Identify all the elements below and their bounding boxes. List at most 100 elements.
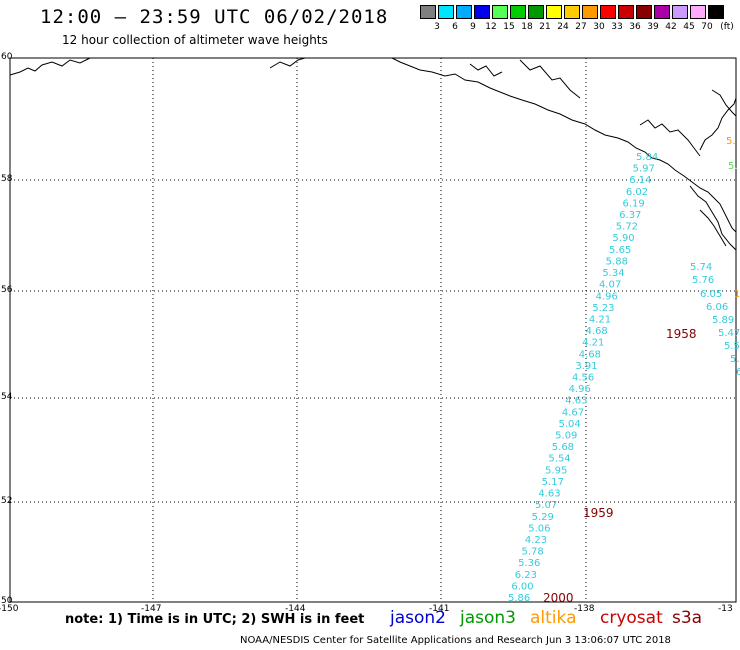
colorbar-unit: (ft) xyxy=(720,22,734,32)
wave-height-value: 5.54 xyxy=(548,454,570,465)
wave-height-value: 4.63 xyxy=(565,396,587,407)
longitude-label: -141 xyxy=(429,604,450,614)
wave-height-value: 6.14 xyxy=(629,175,651,186)
footer-note: note: 1) Time is in UTC; 2) SWH is in fe… xyxy=(65,612,365,627)
colorbar-swatch xyxy=(546,5,562,19)
time-label: 2000 xyxy=(543,591,574,605)
colorbar-swatch xyxy=(438,5,454,19)
longitude-label: -147 xyxy=(141,604,162,614)
wave-height-value: 5.78 xyxy=(521,547,543,558)
legend-jason2: jason2 xyxy=(390,608,446,628)
colorbar-label: 39 xyxy=(647,22,659,32)
wave-height-value: 4.23 xyxy=(525,535,547,546)
colorbar-swatch xyxy=(618,5,634,19)
wave-height-value: 5.04 xyxy=(559,419,581,430)
wave-height-value: 5.89 xyxy=(712,315,734,326)
colorbar-swatch xyxy=(654,5,670,19)
latitude-label: 54 xyxy=(1,392,13,402)
latitude-label: 50 xyxy=(1,596,13,606)
legend-s3a: s3a xyxy=(672,608,703,628)
legend-altika: altika xyxy=(530,608,577,628)
legend-cryosat: cryosat xyxy=(600,608,663,628)
wave-height-value: 5. xyxy=(728,161,738,172)
wave-height-value: 5.36 xyxy=(518,558,540,569)
wave-height-tracks: 5.866.006.235.365.784.235.065.295.074.63… xyxy=(508,136,740,605)
colorbar-swatch xyxy=(636,5,652,19)
wave-height-value: 4.21 xyxy=(589,314,611,325)
wave-height-value: 5.06 xyxy=(528,523,550,534)
colorbar-swatch xyxy=(582,5,598,19)
wave-height-value: 5.76 xyxy=(692,275,714,286)
longitude-label: -138 xyxy=(574,604,595,614)
longitude-label: -150 xyxy=(0,604,19,614)
wave-height-value: 5.84 xyxy=(636,152,658,163)
wave-height-value: 4.56 xyxy=(572,373,594,384)
colorbar-swatch xyxy=(456,5,472,19)
latitude-label: 58 xyxy=(1,174,13,184)
graticule xyxy=(10,58,736,602)
wave-height-value: 3.91 xyxy=(575,361,597,372)
wave-height-value: 5.17 xyxy=(542,477,564,488)
wave-height-value: 6.37 xyxy=(619,210,641,221)
wave-height-value: 5.88 xyxy=(606,256,628,267)
wave-height-value: 6.23 xyxy=(515,570,537,581)
colorbar-label: 15 xyxy=(503,22,515,32)
colorbar-label: 6 xyxy=(452,22,458,32)
colorbar-label: 45 xyxy=(683,22,695,32)
wave-height-value: 5.34 xyxy=(602,268,624,279)
colorbar-swatch xyxy=(510,5,526,19)
wave-height-value: 5.29 xyxy=(532,512,554,523)
longitude-label: -13 xyxy=(718,604,733,614)
colorbar-label: 27 xyxy=(575,22,587,32)
wave-height-value: 5.47 xyxy=(718,328,740,339)
wave-height-value: 5.68 xyxy=(552,442,574,453)
colorbar-swatch xyxy=(672,5,688,19)
colorbar-swatch xyxy=(474,5,490,19)
credit-line: NOAA/NESDIS Center for Satellite Applica… xyxy=(240,635,671,646)
colorbar-label: 36 xyxy=(629,22,641,32)
colorbar-label: 30 xyxy=(593,22,605,32)
colorbar-label: 21 xyxy=(539,22,551,32)
wave-height-value: 5.74 xyxy=(690,262,712,273)
wave-height-value: 5.5 xyxy=(724,341,740,352)
latitude-label: 60 xyxy=(1,52,13,62)
wave-height-value: 6 xyxy=(736,367,740,378)
latitude-label: 52 xyxy=(1,496,13,506)
wave-height-value: 6.06 xyxy=(706,302,728,313)
wave-height-value: 4.67 xyxy=(562,407,584,418)
wave-height-value: 1 xyxy=(734,289,740,300)
wave-height-value: 5.90 xyxy=(612,233,634,244)
wave-height-value: 5.95 xyxy=(545,465,567,476)
colorbar-label: 18 xyxy=(521,22,533,32)
colorbar-label: 42 xyxy=(665,22,677,32)
wave-height-value: 6.05 xyxy=(700,289,722,300)
coastline xyxy=(9,57,737,251)
wave-height-value: 6.02 xyxy=(626,187,648,198)
colorbar-label: 33 xyxy=(611,22,623,32)
colorbar-swatch xyxy=(600,5,616,19)
wave-height-value: 4.07 xyxy=(599,280,621,291)
wave-height-value: 5.09 xyxy=(555,431,577,442)
page-subtitle: 12 hour collection of altimeter wave hei… xyxy=(62,33,328,47)
colorbar-label: 12 xyxy=(485,22,497,32)
colorbar-label: 24 xyxy=(557,22,569,32)
time-label: 1959 xyxy=(583,506,614,520)
wave-height-value: 4.96 xyxy=(596,291,618,302)
wave-height-value: 5.65 xyxy=(609,245,631,256)
wave-height-value: 4.68 xyxy=(579,349,601,360)
colorbar-label: 3 xyxy=(434,22,440,32)
colorbar-swatch xyxy=(528,5,544,19)
wave-height-value: 4.21 xyxy=(582,338,604,349)
wave-height-value: 6.00 xyxy=(511,581,533,592)
wave-height-value: 5.86 xyxy=(508,593,530,604)
colorbar-swatch xyxy=(708,5,724,19)
colorbar-swatch xyxy=(564,5,580,19)
colorbar-label: 9 xyxy=(470,22,476,32)
legend-jason3: jason3 xyxy=(460,608,516,628)
colorbar-label: 70 xyxy=(701,22,713,32)
longitude-label: -144 xyxy=(285,604,306,614)
wave-height-value: 4.96 xyxy=(569,384,591,395)
colorbar-swatch xyxy=(492,5,508,19)
wave-height-value: 4.68 xyxy=(585,326,607,337)
